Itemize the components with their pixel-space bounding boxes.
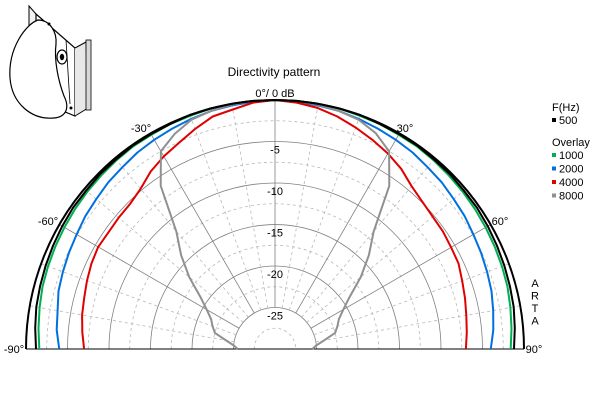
grid-spoke <box>40 263 237 336</box>
angle-tick-label: -90° <box>4 344 24 356</box>
legend-swatch <box>552 193 556 198</box>
grid-spoke <box>114 157 249 318</box>
top-angle-label: 0°/ 0 dB <box>255 88 294 100</box>
polar-grid <box>26 100 524 350</box>
radial-tick-label: -5 <box>270 145 280 157</box>
angle-tick-label: -30° <box>131 123 151 135</box>
legend-label: 8000 <box>559 191 583 203</box>
radial-tick-label: -25 <box>267 311 283 323</box>
grid-spoke <box>301 157 436 318</box>
angle-tick-label: 60° <box>492 216 509 228</box>
grid-spoke <box>288 114 361 311</box>
speaker-illustration <box>9 4 92 119</box>
grid-spoke <box>59 224 240 329</box>
legend-header: F(Hz) <box>552 102 580 114</box>
outer-frame <box>25 99 525 350</box>
grid-spoke <box>295 133 400 314</box>
legend-label: 500 <box>559 115 577 127</box>
legend-label: 1000 <box>559 150 583 162</box>
angle-tick-label: 90° <box>526 344 543 356</box>
grid-spoke <box>231 103 269 309</box>
legend-overlay-header: Overlay <box>552 137 590 149</box>
grid-spoke <box>281 103 319 309</box>
grid-spoke <box>306 188 467 323</box>
chart-title: Directivity pattern <box>228 65 321 79</box>
tick-labels: -5 -10 -15 -20 -25 -90° -60° -30° 30° 60° 90° <box>4 123 542 356</box>
watermark-letter: A <box>531 316 539 328</box>
watermark-letter: T <box>532 303 539 315</box>
grid-spoke <box>189 114 262 311</box>
legend-label: 4000 <box>559 177 583 189</box>
grid-ring-minor <box>253 327 297 350</box>
radial-tick-label: -10 <box>267 186 283 198</box>
radial-tick-label: -20 <box>267 269 283 281</box>
radial-tick-label: -15 <box>267 228 283 240</box>
legend-swatch <box>552 166 556 171</box>
grid-spoke <box>313 263 510 336</box>
watermark-letter: R <box>531 291 539 303</box>
series-layer <box>25 99 525 350</box>
legend-label: 2000 <box>559 164 583 176</box>
legend-swatch <box>552 118 556 122</box>
grid-ring-minor <box>87 161 463 350</box>
grid-ring-major <box>233 307 317 350</box>
grid-spoke <box>315 305 521 343</box>
grid-spoke <box>29 305 235 343</box>
grid-spoke <box>83 188 244 323</box>
grid-spoke <box>150 133 255 314</box>
angle-tick-label: 30° <box>397 123 414 135</box>
legend-swatch <box>552 153 556 157</box>
angle-tick-label: -60° <box>38 216 58 228</box>
grid-spoke <box>310 224 491 329</box>
watermark-letter: A <box>531 278 539 290</box>
legend-swatch <box>552 180 556 184</box>
